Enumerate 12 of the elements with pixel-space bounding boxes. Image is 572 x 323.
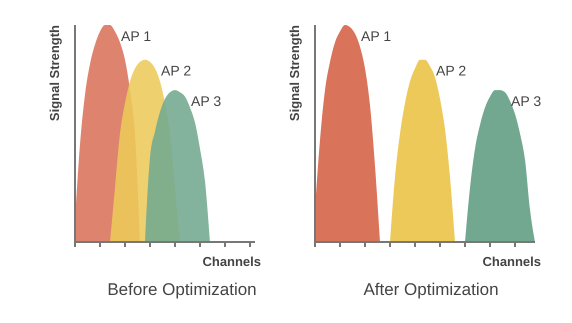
series-label: AP 3 [511, 93, 542, 110]
series-label: AP 2 [436, 62, 466, 79]
x-axis-title: Channels [202, 254, 261, 269]
series-label: AP 3 [191, 93, 222, 110]
text: Before Optimization [107, 280, 257, 300]
series-label: AP 1 [121, 28, 152, 44]
text: After Optimization [363, 280, 499, 300]
y-axis-title: Signal Strength [287, 24, 302, 122]
series-label: AP 1 [361, 28, 392, 44]
x-axis-title: Channels [482, 254, 541, 269]
y-axis-title: Signal Strength [47, 24, 62, 122]
series-label: AP 2 [161, 62, 192, 79]
